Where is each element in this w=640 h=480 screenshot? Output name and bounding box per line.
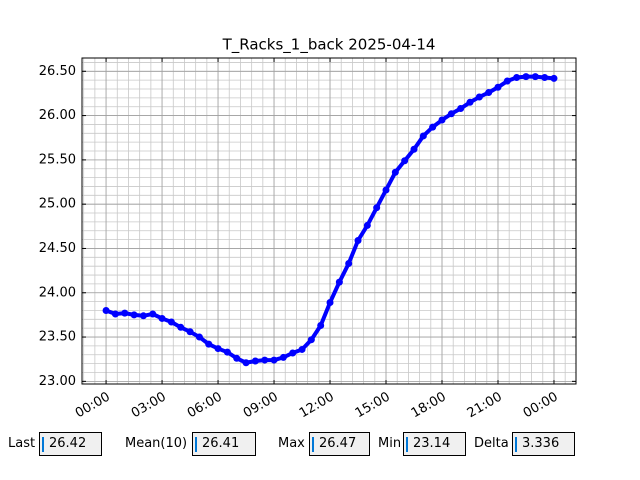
- data-point: [177, 323, 185, 331]
- stat-label: Mean(10): [125, 436, 188, 451]
- x-tick-label: 21:00: [465, 390, 505, 422]
- data-point: [429, 123, 437, 131]
- data-point: [279, 353, 287, 361]
- data-point: [419, 132, 427, 140]
- stat-label: Delta: [474, 436, 509, 451]
- y-tick-label: 24.00: [39, 285, 76, 300]
- data-point: [298, 345, 306, 353]
- data-point: [466, 98, 474, 106]
- data-point: [494, 83, 502, 91]
- data-point: [513, 73, 521, 81]
- data-point: [531, 73, 539, 81]
- y-tick-label: 26.50: [39, 64, 76, 79]
- data-point: [363, 221, 371, 229]
- data-point: [242, 359, 250, 367]
- data-point: [205, 340, 213, 348]
- plot-frame: [81, 57, 577, 385]
- data-point: [457, 104, 465, 112]
- data-point: [373, 204, 381, 212]
- data-point: [438, 116, 446, 124]
- data-point: [335, 278, 343, 286]
- data-point: [167, 318, 175, 326]
- stat-label: Last: [8, 436, 36, 451]
- data-point: [139, 312, 147, 320]
- x-tick-label: 06:00: [185, 390, 225, 422]
- data-point: [121, 309, 129, 317]
- data-point: [475, 93, 483, 101]
- data-point: [410, 145, 418, 153]
- stat-field[interactable]: 3.336: [512, 432, 575, 456]
- chart: T_Racks_1_back 2025-04-14 23.00 23.50 24.0…: [39, 36, 577, 422]
- y-tick-label: 23.50: [39, 330, 76, 345]
- stats-bar: Last 26.42 Mean(10) 26.41 Max 26.47 Min 23.14 De…: [0, 432, 640, 458]
- data-point: [326, 299, 334, 306]
- data-point: [261, 356, 269, 364]
- data-point: [447, 110, 455, 118]
- x-tick-label: 15:00: [353, 390, 393, 422]
- data-point: [289, 349, 297, 357]
- data-point: [550, 74, 558, 82]
- data-point: [130, 311, 138, 319]
- data-point: [382, 186, 390, 194]
- data-point: [391, 168, 399, 176]
- data-point: [223, 348, 231, 356]
- data-point: [186, 328, 194, 336]
- stat-field[interactable]: 26.42: [39, 432, 102, 456]
- x-tick-label: 03:00: [129, 390, 169, 422]
- x-tick-label: 12:00: [297, 390, 337, 422]
- data-point: [233, 354, 241, 362]
- data-point: [401, 157, 409, 165]
- stat-label: Max: [278, 436, 305, 451]
- data-point: [111, 310, 119, 318]
- stat-field[interactable]: 26.47: [309, 432, 370, 456]
- data-point: [317, 322, 325, 330]
- data-point: [158, 314, 166, 322]
- data-point: [354, 236, 362, 244]
- chart-title: T_Racks_1_back 2025-04-14: [222, 36, 436, 55]
- data-point: [541, 73, 549, 81]
- stat-field[interactable]: 23.14: [403, 432, 466, 456]
- data-point: [251, 357, 259, 365]
- x-tick-label: 18:00: [409, 390, 449, 422]
- x-tick-label: 09:00: [241, 390, 281, 422]
- data-point: [214, 345, 222, 353]
- y-tick-label: 25.50: [39, 152, 76, 167]
- y-tick-label: 23.00: [39, 374, 76, 389]
- y-tick-label: 25.00: [39, 197, 76, 212]
- data-point: [485, 89, 493, 97]
- data-point: [195, 333, 203, 341]
- x-tick-label: 00:00: [521, 390, 561, 422]
- x-tick-label: 00:00: [73, 390, 113, 422]
- data-point: [345, 260, 353, 268]
- data-point: [270, 356, 278, 364]
- data-point: [307, 336, 315, 344]
- data-point: [149, 310, 157, 318]
- stat-field[interactable]: 26.41: [192, 432, 256, 456]
- data-point: [503, 77, 511, 85]
- y-tick-label: 24.50: [39, 241, 76, 256]
- stat-label: Min: [378, 436, 402, 451]
- data-point: [102, 306, 110, 314]
- y-tick-label: 26.00: [39, 108, 76, 123]
- data-point: [522, 73, 530, 81]
